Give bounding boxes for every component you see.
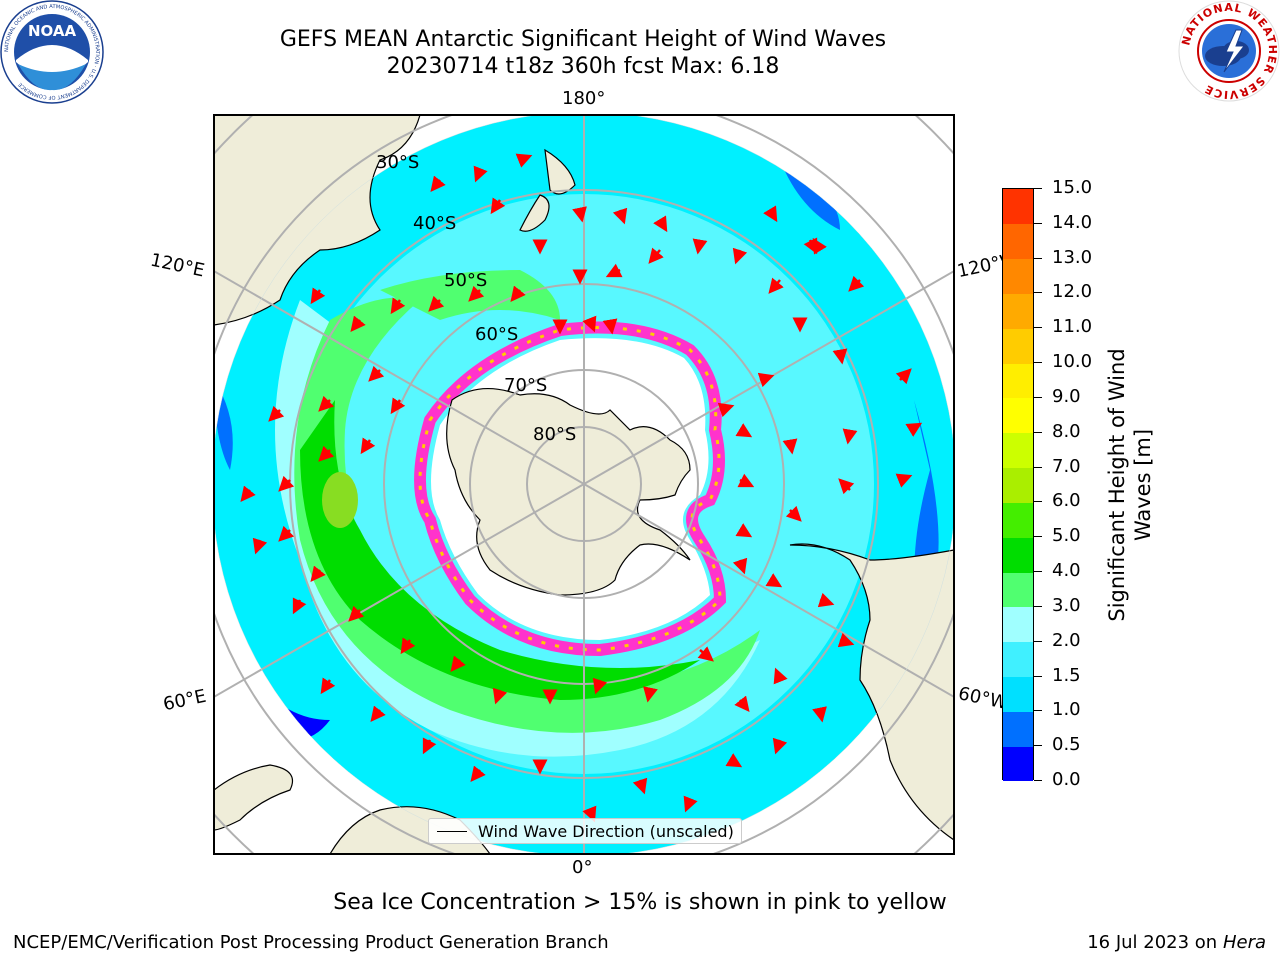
colorbar-tick-label: 1.0 [1052, 699, 1081, 721]
noaa-logo-icon: NOAA NATIONAL OCEANIC AND ATMOSPHERIC AD… [0, 0, 104, 104]
colorbar-tick-label: 14.0 [1052, 211, 1093, 233]
colorbar-segment [1003, 397, 1033, 434]
colorbar-segment [1003, 606, 1033, 643]
colorbar-tick [1034, 571, 1042, 573]
colorbar-tick-label: 1.5 [1052, 664, 1081, 686]
sea-ice-caption: Sea Ice Concentration > 15% is shown in … [333, 890, 947, 915]
colorbar-segment [1003, 676, 1033, 712]
colorbar-tick-label: 12.0 [1052, 281, 1093, 303]
colorbar-tick-label: 3.0 [1052, 594, 1081, 616]
lon-label-0: 0° [572, 857, 593, 878]
colorbar-segment [1003, 572, 1033, 608]
lon-label-180: 180° [562, 88, 606, 109]
colorbar-tick [1034, 501, 1042, 503]
colorbar-tick [1034, 710, 1042, 712]
colorbar-tick [1034, 640, 1042, 642]
colorbar-tick [1034, 327, 1042, 329]
colorbar-tick-label: 0.5 [1052, 734, 1081, 756]
colorbar-segment [1003, 467, 1033, 503]
colorbar [1002, 188, 1034, 782]
colorbar-tick [1034, 431, 1042, 433]
colorbar-tick [1034, 257, 1042, 259]
colorbar-tick-label: 7.0 [1052, 455, 1081, 477]
colorbar-tick [1034, 466, 1042, 468]
colorbar-segment [1003, 537, 1033, 573]
lat-label-60s: 60°S [475, 324, 519, 345]
colorbar-tick-label: 9.0 [1052, 385, 1081, 407]
lat-label-50s: 50°S [444, 270, 488, 291]
colorbar-segment [1003, 363, 1033, 399]
new-zealand-land [519, 148, 576, 232]
colorbar-segment [1003, 502, 1033, 538]
nws-logo-icon: NATIONAL WEATHER SERVICE [1178, 0, 1280, 102]
colorbar-tick [1034, 675, 1042, 677]
colorbar-tick [1034, 536, 1042, 538]
footer-organization: NCEP/EMC/Verification Post Processing Pr… [13, 932, 609, 953]
colorbar-tick-label: 15.0 [1052, 177, 1093, 198]
colorbar-segment [1003, 258, 1033, 294]
colorbar-segment [1003, 223, 1033, 260]
colorbar-title-line2: Waves [m] [1131, 429, 1155, 541]
map-legend: Wind Wave Direction (unscaled) [428, 818, 742, 844]
colorbar-segment [1003, 746, 1033, 782]
legend-line-icon [437, 831, 467, 832]
footer-host: Hera [1222, 932, 1266, 953]
colorbar-tick [1034, 292, 1042, 294]
footer-date-text: 16 Jul 2023 on [1087, 932, 1223, 953]
colorbar-segment [1003, 432, 1033, 469]
chart-subtitle: 20230714 t18z 360h fcst Max: 6.18 [386, 54, 780, 79]
colorbar-tick [1034, 780, 1042, 781]
colorbar-segment [1003, 293, 1033, 329]
lat-label-40s: 40°S [413, 213, 457, 234]
colorbar-segment [1003, 711, 1033, 747]
colorbar-tick [1034, 605, 1042, 607]
map-frame [213, 114, 955, 855]
lat-label-30s: 30°S [376, 152, 420, 173]
lat-label-80s: 80°S [533, 424, 577, 445]
colorbar-tick [1034, 188, 1042, 189]
australia-land [214, 115, 421, 326]
wind-wave-arrows [240, 153, 923, 823]
colorbar-title: Significant Height of Wind Waves [m] [1105, 348, 1155, 621]
colorbar-tick-label: 0.0 [1052, 769, 1081, 790]
colorbar-tick [1034, 362, 1042, 364]
colorbar-tick-label: 11.0 [1052, 316, 1093, 338]
colorbar-segment [1003, 328, 1033, 364]
colorbar-tick [1034, 222, 1042, 224]
colorbar-tick [1034, 396, 1042, 398]
chart-title: GEFS MEAN Antarctic Significant Height o… [279, 27, 887, 52]
colorbar-title-line1: Significant Height of Wind [1105, 348, 1129, 621]
legend-label: Wind Wave Direction (unscaled) [478, 822, 734, 841]
colorbar-segment [1003, 189, 1033, 225]
colorbar-tick-label: 2.0 [1052, 629, 1081, 651]
colorbar-tick-label: 4.0 [1052, 560, 1081, 582]
footer-date: 16 Jul 2023 on Hera [1087, 932, 1266, 953]
colorbar-tick-label: 5.0 [1052, 525, 1081, 547]
colorbar-tick-label: 13.0 [1052, 246, 1093, 268]
colorbar-tick-label: 8.0 [1052, 420, 1081, 442]
south-america-land [789, 543, 954, 841]
map-frame-content [214, 115, 954, 854]
colorbar-tick-label: 10.0 [1052, 351, 1093, 373]
noaa-logo-text: NOAA [28, 22, 77, 40]
lat-label-70s: 70°S [504, 375, 548, 396]
colorbar-tick-label: 6.0 [1052, 490, 1081, 512]
colorbar-segment [1003, 641, 1033, 678]
colorbar-tick [1034, 745, 1042, 747]
